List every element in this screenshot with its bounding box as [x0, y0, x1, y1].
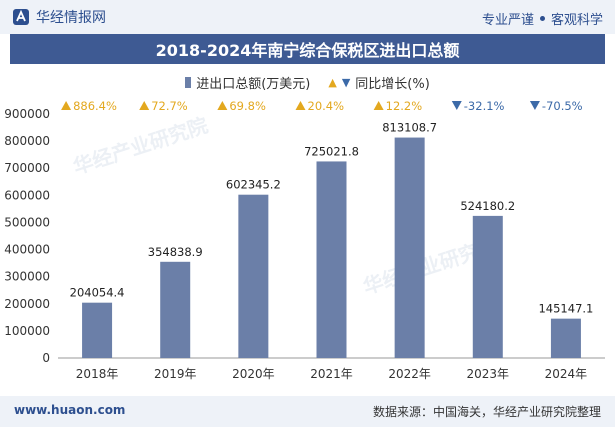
growth-down-triangle-icon	[529, 101, 540, 110]
legend-swatch-bar	[185, 76, 192, 88]
legend-label-total: 进出口总额(万美元)	[196, 76, 311, 92]
growth-value-label: -32.1%	[464, 99, 505, 113]
bar	[472, 215, 503, 358]
legend-item-total: 进出口总额(万美元)	[185, 73, 310, 92]
triangle-down-icon: ▼	[341, 75, 351, 89]
bar	[316, 161, 347, 358]
brand-name: 华经情报网	[36, 10, 106, 26]
x-tick-label: 2020年	[232, 367, 275, 381]
y-tick-label: 300000	[4, 270, 50, 284]
y-tick-label: 0	[42, 351, 50, 365]
x-tick-label: 2024年	[545, 367, 588, 381]
growth-up-triangle-icon	[61, 101, 72, 110]
footer-bar: www.huaon.com 数据来源：中国海关，华经产业研究院整理	[0, 396, 615, 427]
y-tick-label: 800000	[4, 134, 50, 148]
legend-item-growth: ▲ ▼ 同比增长(%)	[328, 73, 429, 92]
chart-legend: 进出口总额(万美元) ▲ ▼ 同比增长(%)	[0, 72, 615, 92]
bar	[394, 137, 425, 358]
y-tick-label: 100000	[4, 324, 50, 338]
bar-value-label: 354838.9	[148, 245, 203, 259]
bar-value-label: 813108.7	[382, 121, 437, 135]
growth-up-triangle-icon	[139, 101, 150, 110]
x-tick-label: 2022年	[388, 367, 431, 381]
tag-professional: 专业严谨	[481, 13, 534, 28]
growth-down-triangle-icon	[451, 101, 462, 110]
bar-value-label: 524180.2	[460, 199, 515, 213]
x-tick-label: 2021年	[310, 367, 353, 381]
y-tick-label: 200000	[4, 297, 50, 311]
growth-value-label: 886.4%	[73, 99, 117, 113]
separator-dot-icon	[539, 16, 545, 21]
bar	[550, 318, 581, 358]
chart-title: 2018-2024年南宁综合保税区进出口总额	[10, 34, 605, 64]
bar-value-label: 602345.2	[226, 178, 281, 192]
bar	[160, 261, 191, 358]
bar	[82, 302, 113, 358]
bar-value-label: 145147.1	[538, 302, 593, 316]
triangle-up-icon: ▲	[328, 75, 337, 89]
bar-value-label: 204054.4	[70, 286, 125, 300]
y-tick-label: 700000	[4, 161, 50, 175]
x-tick-label: 2023年	[467, 367, 510, 381]
growth-up-triangle-icon	[295, 101, 306, 110]
brand[interactable]: 华经情报网	[12, 8, 106, 26]
growth-value-label: 72.7%	[151, 99, 188, 113]
x-tick-label: 2018年	[76, 367, 119, 381]
footer-url[interactable]: www.huaon.com	[14, 403, 126, 417]
growth-value-label: 20.4%	[308, 99, 345, 113]
header-bar: 华经情报网 专业严谨 客观科学	[0, 0, 615, 34]
y-tick-label: 500000	[4, 215, 50, 229]
y-tick-label: 600000	[4, 188, 50, 202]
legend-label-growth: 同比增长(%)	[355, 76, 430, 92]
tag-objective: 客观科学	[550, 13, 603, 28]
y-tick-label: 900000	[4, 107, 50, 121]
x-tick-label: 2019年	[154, 367, 197, 381]
growth-up-triangle-icon	[373, 101, 384, 110]
bar-chart: 0 100000 200000 300000 400000 500000 600000 700…	[4, 99, 605, 381]
header-tags: 专业严谨 客观科学	[482, 9, 603, 28]
bar	[238, 194, 269, 358]
logo-icon	[13, 9, 29, 25]
footer-source: 数据来源：中国海关，华经产业研究院整理	[372, 405, 601, 419]
bar-value-label: 725021.8	[304, 144, 359, 158]
growth-up-triangle-icon	[217, 101, 228, 110]
y-tick-label: 400000	[4, 243, 50, 257]
growth-value-label: 12.2%	[386, 99, 423, 113]
growth-value-label: 69.8%	[229, 99, 266, 113]
growth-value-label: -70.5%	[542, 99, 583, 113]
